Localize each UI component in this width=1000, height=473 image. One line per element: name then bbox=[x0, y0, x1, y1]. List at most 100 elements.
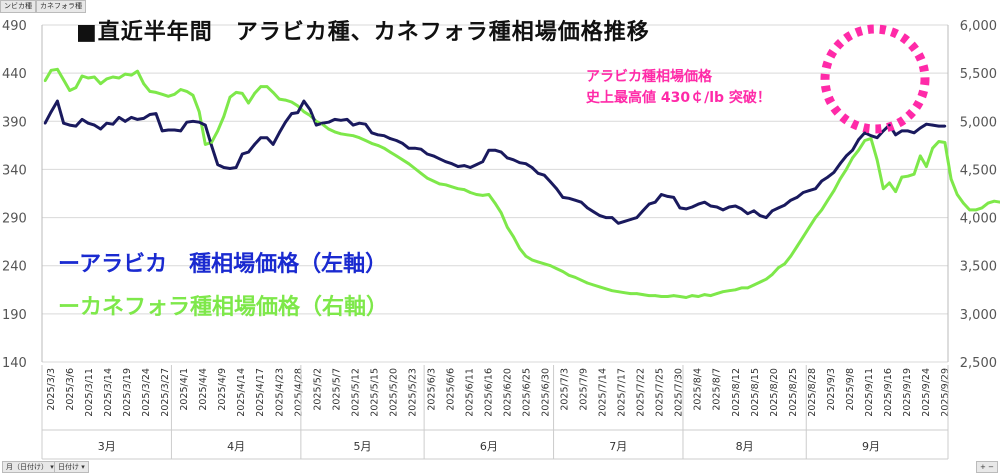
canephora-point bbox=[86, 76, 90, 80]
canephora-point bbox=[543, 262, 546, 266]
canephora-point bbox=[481, 194, 485, 197]
arabica-point bbox=[271, 143, 275, 146]
canephora-point bbox=[980, 206, 984, 210]
arabica-point bbox=[629, 218, 632, 221]
x-tick-label: 2025/7/17 bbox=[617, 368, 628, 417]
canephora-point bbox=[888, 181, 891, 185]
arabica-point bbox=[425, 152, 429, 156]
arabica-point bbox=[296, 111, 300, 114]
canephora-point bbox=[499, 211, 503, 215]
canephora-point bbox=[771, 273, 774, 276]
arabica-point bbox=[838, 162, 842, 165]
x-tick-label: 2025/3/24 bbox=[141, 368, 152, 417]
filter-month-label: 月（日付け） bbox=[6, 463, 48, 471]
arabica-point bbox=[444, 160, 448, 163]
arabica-point bbox=[370, 131, 374, 135]
x-tick-label: 2025/6/3 bbox=[426, 368, 437, 411]
canephora-point bbox=[123, 72, 127, 76]
arabica-point bbox=[456, 165, 460, 168]
arabica-point bbox=[358, 121, 361, 125]
canephora-point bbox=[524, 254, 528, 258]
x-tick-label: 2025/5/20 bbox=[388, 368, 399, 417]
arabica-point bbox=[592, 210, 595, 214]
left-axis-tick-label: 440 bbox=[2, 67, 27, 82]
arabica-point bbox=[247, 150, 250, 154]
zoom-controls[interactable]: + − bbox=[976, 461, 998, 473]
arabica-point bbox=[586, 206, 589, 210]
arabica-point bbox=[919, 126, 922, 130]
left-axis-tick-label: 340 bbox=[2, 163, 27, 178]
arabica-point bbox=[721, 208, 725, 212]
arabica-point bbox=[148, 113, 152, 116]
arabica-point bbox=[672, 196, 675, 199]
canephora-point bbox=[278, 97, 281, 101]
canephora-point bbox=[111, 75, 115, 79]
tab-arabica[interactable]: ンビカ種 bbox=[0, 0, 36, 13]
arabica-point bbox=[617, 222, 620, 225]
canephora-point bbox=[653, 294, 657, 297]
canephora-point bbox=[518, 247, 521, 250]
canephora-point bbox=[247, 101, 250, 105]
arabica-point bbox=[660, 193, 663, 196]
filter-month-button[interactable]: 月（日付け） ▾ bbox=[2, 461, 58, 473]
canephora-point bbox=[413, 167, 417, 170]
canephora-point bbox=[407, 162, 411, 165]
arabica-point bbox=[315, 123, 318, 127]
canephora-point bbox=[857, 148, 860, 152]
arabica-point bbox=[259, 136, 263, 139]
x-tick-label: 2025/5/2 bbox=[312, 368, 323, 411]
arabica-point bbox=[333, 118, 337, 121]
x-tick-label: 2025/3/14 bbox=[103, 368, 114, 417]
arabica-point bbox=[869, 134, 873, 137]
right-axis-tick-label: 3,000 bbox=[960, 308, 997, 323]
canephora-point bbox=[764, 277, 768, 281]
canephora-point bbox=[234, 91, 238, 94]
canephora-point bbox=[308, 114, 312, 117]
arabica-point bbox=[684, 207, 688, 211]
arabica-point bbox=[481, 160, 485, 163]
canephora-point bbox=[358, 136, 361, 139]
canephora-point bbox=[296, 104, 300, 108]
canephora-point bbox=[931, 146, 934, 150]
arabica-point bbox=[518, 161, 521, 164]
canephora-point bbox=[690, 294, 694, 297]
x-tick-label: 2025/5/12 bbox=[350, 368, 361, 417]
canephora-point bbox=[401, 158, 404, 162]
x-tick-label: 2025/8/20 bbox=[769, 368, 780, 417]
arabica-point bbox=[752, 209, 756, 213]
arabica-point bbox=[130, 116, 133, 119]
canephora-point bbox=[388, 150, 392, 154]
canephora-point bbox=[259, 85, 263, 88]
canephora-point bbox=[327, 127, 330, 131]
arabica-point bbox=[845, 154, 848, 158]
arabica-point bbox=[789, 198, 793, 202]
arabica-point bbox=[321, 121, 324, 125]
x-tick-label: 2025/8/28 bbox=[807, 368, 818, 417]
x-tick-label: 2025/3/27 bbox=[160, 368, 171, 417]
right-axis-tick-label: 4,000 bbox=[960, 212, 997, 227]
x-tick-label: 2025/8/12 bbox=[731, 368, 742, 417]
arabica-point bbox=[857, 138, 860, 141]
canephora-point bbox=[136, 69, 139, 73]
canephora-point bbox=[290, 100, 293, 104]
canephora-point bbox=[43, 79, 47, 83]
canephora-point bbox=[801, 235, 805, 239]
arabica-point bbox=[364, 122, 367, 126]
canephora-point bbox=[882, 187, 885, 190]
chart-title: ■直近半年間 アラビカ種、カネフォラ種相場価格推移 bbox=[76, 20, 650, 45]
canephora-point bbox=[148, 90, 152, 93]
filter-date-button[interactable]: 日付け ▾ bbox=[54, 461, 89, 473]
canephora-point bbox=[62, 78, 65, 82]
canephora-point bbox=[49, 69, 53, 72]
right-axis-tick-label: 4,500 bbox=[960, 163, 997, 178]
arabica-point bbox=[173, 128, 176, 132]
x-tick-label: 2025/8/25 bbox=[788, 368, 799, 417]
canephora-point bbox=[740, 286, 743, 290]
arabica-point bbox=[49, 110, 53, 113]
tab-canephora[interactable]: カネフォラ種 bbox=[36, 0, 86, 13]
right-axis-tick-label: 6,000 bbox=[960, 19, 997, 34]
arabica-point bbox=[191, 120, 195, 123]
left-axis-tick-label: 490 bbox=[2, 19, 27, 34]
canephora-point bbox=[826, 198, 830, 202]
arabica-point bbox=[573, 198, 577, 202]
